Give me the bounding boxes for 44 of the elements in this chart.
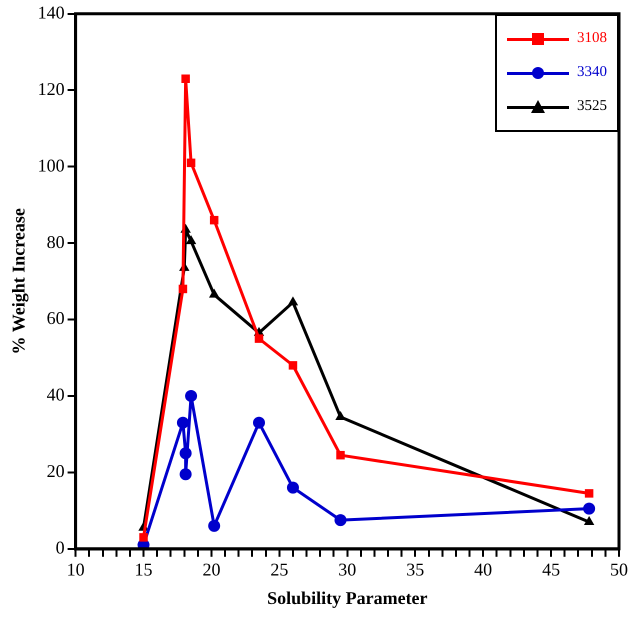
x-tick-label: 10: [66, 559, 85, 580]
y-tick-label: 60: [46, 308, 65, 328]
point: [334, 514, 347, 526]
y-tick-label: 40: [46, 384, 65, 405]
legend-label: 3108: [577, 30, 607, 48]
legend-label: 3340: [577, 64, 607, 82]
y-axis-title: % Weight Increase: [8, 208, 28, 354]
point: [288, 361, 298, 370]
legend-label: 3525: [577, 98, 607, 116]
point: [186, 158, 196, 168]
x-tick-label: 30: [338, 559, 356, 580]
point: [186, 235, 196, 244]
point: [583, 502, 596, 515]
point: [253, 416, 265, 429]
point: [178, 284, 188, 294]
point: [208, 288, 220, 298]
point: [584, 516, 594, 526]
x-tick-label: 15: [134, 559, 153, 580]
y-tick-label: 100: [38, 155, 65, 176]
x-tick-label: 40: [474, 559, 492, 580]
x-tick-label: 35: [406, 559, 424, 580]
x-tick-label: 45: [542, 559, 560, 580]
point: [176, 416, 189, 429]
y-tick-label: 120: [38, 78, 65, 99]
point: [181, 74, 190, 84]
point: [139, 533, 148, 542]
x-tick-label: 25: [270, 559, 288, 580]
point: [254, 334, 264, 343]
point: [210, 216, 218, 224]
y-tick-label: 140: [38, 2, 65, 23]
point: [336, 450, 345, 460]
y-tick-label: 80: [46, 232, 65, 252]
x-axis-title: Solubility Parameter: [267, 588, 428, 608]
point: [180, 468, 192, 480]
point: [185, 390, 198, 402]
x-tick-label: 20: [202, 559, 220, 580]
point: [180, 447, 192, 460]
y-tick-label: 0: [56, 538, 65, 558]
point: [286, 482, 299, 494]
y-tick-label: 20: [46, 461, 65, 482]
point: [584, 489, 594, 498]
point: [208, 520, 220, 532]
x-tick-label: 50: [610, 559, 628, 580]
point: [288, 296, 298, 306]
